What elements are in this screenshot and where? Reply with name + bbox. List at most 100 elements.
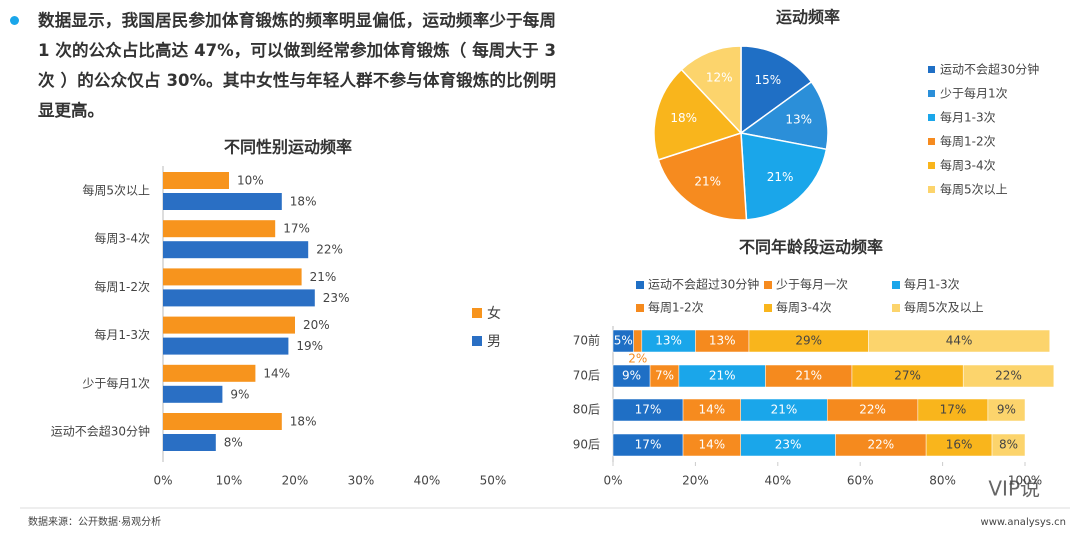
value-label: 14% xyxy=(699,403,726,417)
intro-text: 数据显示，我国居民参加体育锻炼的频率明显偏低，运动频率少于每周 1 次的公众占比… xyxy=(38,11,556,120)
bar xyxy=(163,241,309,259)
value-label: 8% xyxy=(224,436,243,450)
bar xyxy=(163,413,282,430)
value-label: 14% xyxy=(699,438,726,452)
category-label: 70后 xyxy=(573,369,600,383)
value-label: 18% xyxy=(290,195,317,209)
bar xyxy=(163,364,256,382)
value-label: 21% xyxy=(771,403,798,417)
value-label: 13% xyxy=(709,334,736,348)
value-label: 23% xyxy=(323,291,350,305)
value-label: 7% xyxy=(655,369,674,383)
category-label: 80后 xyxy=(573,403,600,417)
x-tick-label: 100% xyxy=(1008,474,1042,488)
value-label: 17% xyxy=(635,403,662,417)
legend-label: 每周1-2次 xyxy=(648,300,704,315)
value-label: 17% xyxy=(635,438,662,452)
x-tick-label: 60% xyxy=(847,474,874,488)
legend-swatch xyxy=(928,66,935,73)
x-tick-label: 0% xyxy=(603,474,622,488)
bar xyxy=(163,172,229,189)
x-tick-label: 20% xyxy=(682,474,709,488)
slice-label: 12% xyxy=(706,70,733,84)
value-label: 18% xyxy=(290,415,317,429)
legend-swatch xyxy=(892,304,900,312)
value-label: 16% xyxy=(946,438,973,452)
value-label: 9% xyxy=(622,369,641,383)
category-label: 每周5次以上 xyxy=(82,183,150,198)
category-label: 少于每月1次 xyxy=(82,375,150,390)
slice-label: 13% xyxy=(785,113,812,127)
pie-slice xyxy=(739,80,829,151)
legend-label: 女 xyxy=(487,305,501,322)
x-tick-label: 50% xyxy=(480,474,507,488)
legend-swatch xyxy=(928,90,935,97)
bar xyxy=(163,220,276,238)
category-label: 每周1-2次 xyxy=(94,279,150,294)
slice-label: 21% xyxy=(767,170,794,184)
chart-title: 不同性别运动频率 xyxy=(224,138,352,157)
category-label: 每月1-3次 xyxy=(94,327,150,342)
legend-label: 运动不会超过30分钟 xyxy=(648,277,759,292)
value-label: 14% xyxy=(263,366,290,380)
value-label: 21% xyxy=(310,270,337,284)
pie-slice xyxy=(740,45,813,135)
legend-label: 每周5次及以上 xyxy=(904,300,984,315)
source: 数据来源：公开数据·易观分析 xyxy=(28,515,161,528)
value-label: 22% xyxy=(995,369,1022,383)
value-label: 44% xyxy=(946,334,973,348)
legend-label: 每月1-3次 xyxy=(940,110,996,125)
legend-label: 少于每月1次 xyxy=(940,86,1008,101)
x-tick-label: 40% xyxy=(414,474,441,488)
value-label: 10% xyxy=(237,174,264,188)
bar-segment xyxy=(962,364,1055,388)
category-label: 90后 xyxy=(573,438,600,452)
value-label: 22% xyxy=(859,403,886,417)
bar-segment xyxy=(991,433,1026,457)
value-label: 21% xyxy=(795,369,822,383)
slice-label: 15% xyxy=(755,73,782,87)
bar-segment xyxy=(633,329,643,353)
legend-label: 少于每月一次 xyxy=(776,277,848,292)
pie-slice xyxy=(653,68,743,161)
bar xyxy=(163,193,282,210)
legend-swatch xyxy=(928,186,935,193)
chart-title: 不同年龄段运动频率 xyxy=(739,238,883,257)
bar-segment xyxy=(868,329,1050,353)
pie-slice xyxy=(657,131,748,221)
bullet xyxy=(10,16,19,25)
legend-label: 男 xyxy=(487,334,501,350)
value-label: 17% xyxy=(283,222,310,236)
value-label: 8% xyxy=(999,438,1018,452)
x-tick-label: 10% xyxy=(216,474,243,488)
legend-swatch xyxy=(636,304,644,312)
bar xyxy=(163,316,295,334)
value-label: 19% xyxy=(296,339,323,353)
legend-swatch xyxy=(764,281,772,289)
legend-label: 运动不会超30分钟 xyxy=(940,62,1039,77)
value-label: 21% xyxy=(709,369,736,383)
legend-label: 每周3-4次 xyxy=(940,158,996,173)
value-label: 13% xyxy=(655,334,682,348)
x-tick-label: 20% xyxy=(282,474,309,488)
legend-swatch xyxy=(764,304,772,312)
pie-slice xyxy=(680,45,742,135)
legend-label: 每月1-3次 xyxy=(904,277,960,292)
watermark: VIP说 xyxy=(988,477,1040,501)
category-label: 运动不会超30分钟 xyxy=(51,424,150,439)
value-label: 17% xyxy=(940,403,967,417)
value-label: 9% xyxy=(997,403,1016,417)
legend-label: 每周3-4次 xyxy=(776,300,832,315)
value-label: 22% xyxy=(867,438,894,452)
legend-swatch xyxy=(892,281,900,289)
value-label: 20% xyxy=(303,318,330,332)
category-label: 每周3-4次 xyxy=(94,231,150,246)
value-label: 27% xyxy=(894,369,921,383)
slice-label: 21% xyxy=(694,174,721,188)
x-tick-label: 0% xyxy=(153,474,172,488)
value-label: 29% xyxy=(795,334,822,348)
legend-swatch xyxy=(472,308,482,318)
bar xyxy=(163,385,223,403)
value-label: 2% xyxy=(628,352,647,366)
